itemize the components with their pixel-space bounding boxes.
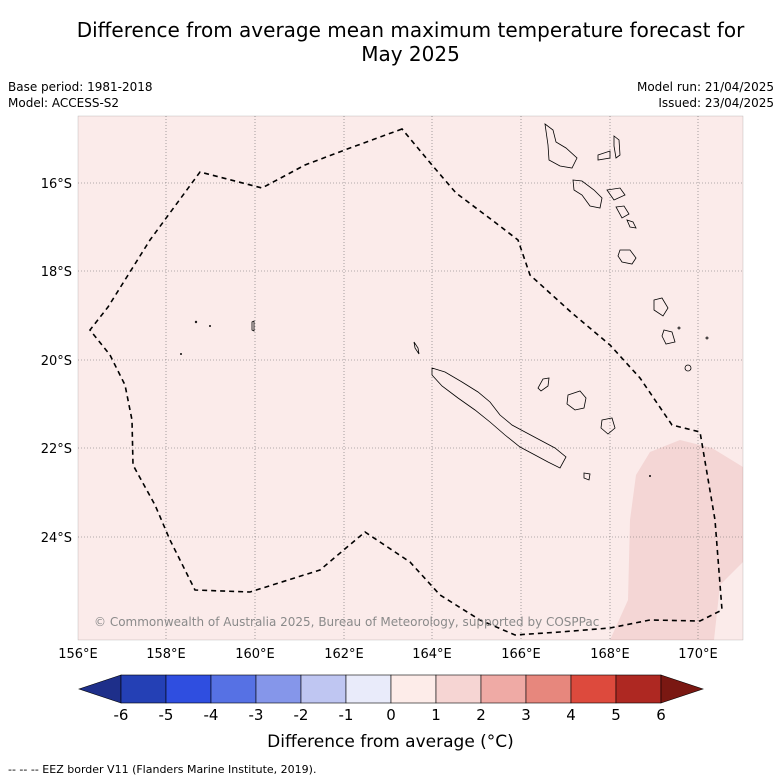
y-tick-label: 20°S — [41, 354, 72, 369]
colorbar-segment — [120, 674, 167, 704]
colorbar-segment — [255, 674, 302, 704]
title-line-1: Difference from average mean maximum tem… — [76, 18, 745, 42]
colorbar-tick: 6 — [656, 706, 666, 724]
x-axis-labels: 156°E 158°E 160°E 162°E 164°E 166°E 168°… — [58, 647, 718, 662]
title-line-2: May 2025 — [361, 42, 460, 66]
chesterfield-reefs — [179, 320, 652, 477]
vanuatu-islands — [544, 123, 709, 372]
belep-islands — [413, 341, 420, 355]
eez-legend-note: -- -- -- EEZ border V11 (Flanders Marine… — [8, 763, 317, 776]
map-title: Difference from average mean maximum tem… — [0, 18, 781, 66]
colorbar-segment — [435, 674, 482, 704]
grande-terre-island — [431, 367, 567, 469]
colorbar-tick-labels: -6 -5 -4 -3 -2 -1 0 1 2 3 4 5 6 — [114, 706, 666, 724]
run-info: Model run: 21/04/2025 Issued: 23/04/2025 — [637, 79, 774, 111]
mare-island — [600, 417, 616, 435]
colorbar-extend-low — [78, 674, 122, 704]
y-axis-labels: 16°S 18°S 20°S 22°S 24°S — [41, 177, 72, 546]
map-frame — [77, 115, 744, 641]
eez-border — [88, 128, 723, 636]
colorbar-segment — [570, 674, 617, 704]
x-tick-label: 158°E — [146, 647, 186, 662]
colorbar-tick: 5 — [611, 706, 621, 724]
colorbar-label: Difference from average (°C) — [267, 732, 514, 752]
lifou-island — [566, 390, 587, 411]
base-period: Base period: 1981-2018 — [8, 80, 153, 94]
x-tick-label: 160°E — [235, 647, 275, 662]
colorbar-tick: 2 — [476, 706, 486, 724]
colorbar-tick: -5 — [159, 706, 174, 724]
colorbar-tick: -4 — [204, 706, 219, 724]
colorbar-tick: -6 — [114, 706, 129, 724]
x-tick-label: 162°E — [324, 647, 364, 662]
y-tick-label: 18°S — [41, 265, 72, 280]
colorbar-segment — [525, 674, 572, 704]
colorbar-segment — [390, 674, 437, 704]
colorbar-tick: -2 — [294, 706, 309, 724]
colorbar-tick: 4 — [566, 706, 576, 724]
colorbar-segment — [300, 674, 347, 704]
colorbar — [78, 674, 704, 704]
colorbar-segment — [165, 674, 212, 704]
y-tick-label: 16°S — [41, 177, 72, 192]
model-run: Model run: 21/04/2025 — [636, 80, 774, 94]
colorbar-tick: -1 — [339, 706, 354, 724]
base-info: Base period: 1981-2018 Model: ACCESS-S2 — [8, 79, 153, 111]
x-tick-label: 166°E — [501, 647, 541, 662]
colorbar-segment — [345, 674, 392, 704]
x-tick-label: 168°E — [590, 647, 630, 662]
colorbar-segment — [480, 674, 527, 704]
colorbar-tick: -3 — [249, 706, 264, 724]
x-tick-label: 170°E — [678, 647, 718, 662]
graticule — [78, 116, 743, 640]
colorbar-extend-high — [660, 674, 704, 704]
y-tick-label: 22°S — [41, 442, 72, 457]
colorbar-tick: 1 — [431, 706, 441, 724]
colorbar-segment — [210, 674, 257, 704]
copyright-text: © Commonwealth of Australia 2025, Bureau… — [94, 615, 599, 629]
colorbar-tick: 0 — [386, 706, 396, 724]
x-tick-label: 156°E — [58, 647, 98, 662]
ouvea-island — [537, 377, 550, 392]
model-name: Model: ACCESS-S2 — [8, 96, 120, 110]
colorbar-tick: 3 — [521, 706, 531, 724]
colorbar-segment — [615, 674, 662, 704]
y-tick-label: 24°S — [41, 531, 72, 546]
issued-date: Issued: 23/04/2025 — [658, 96, 774, 110]
x-tick-label: 164°E — [412, 647, 452, 662]
isle-of-pines — [583, 472, 591, 481]
